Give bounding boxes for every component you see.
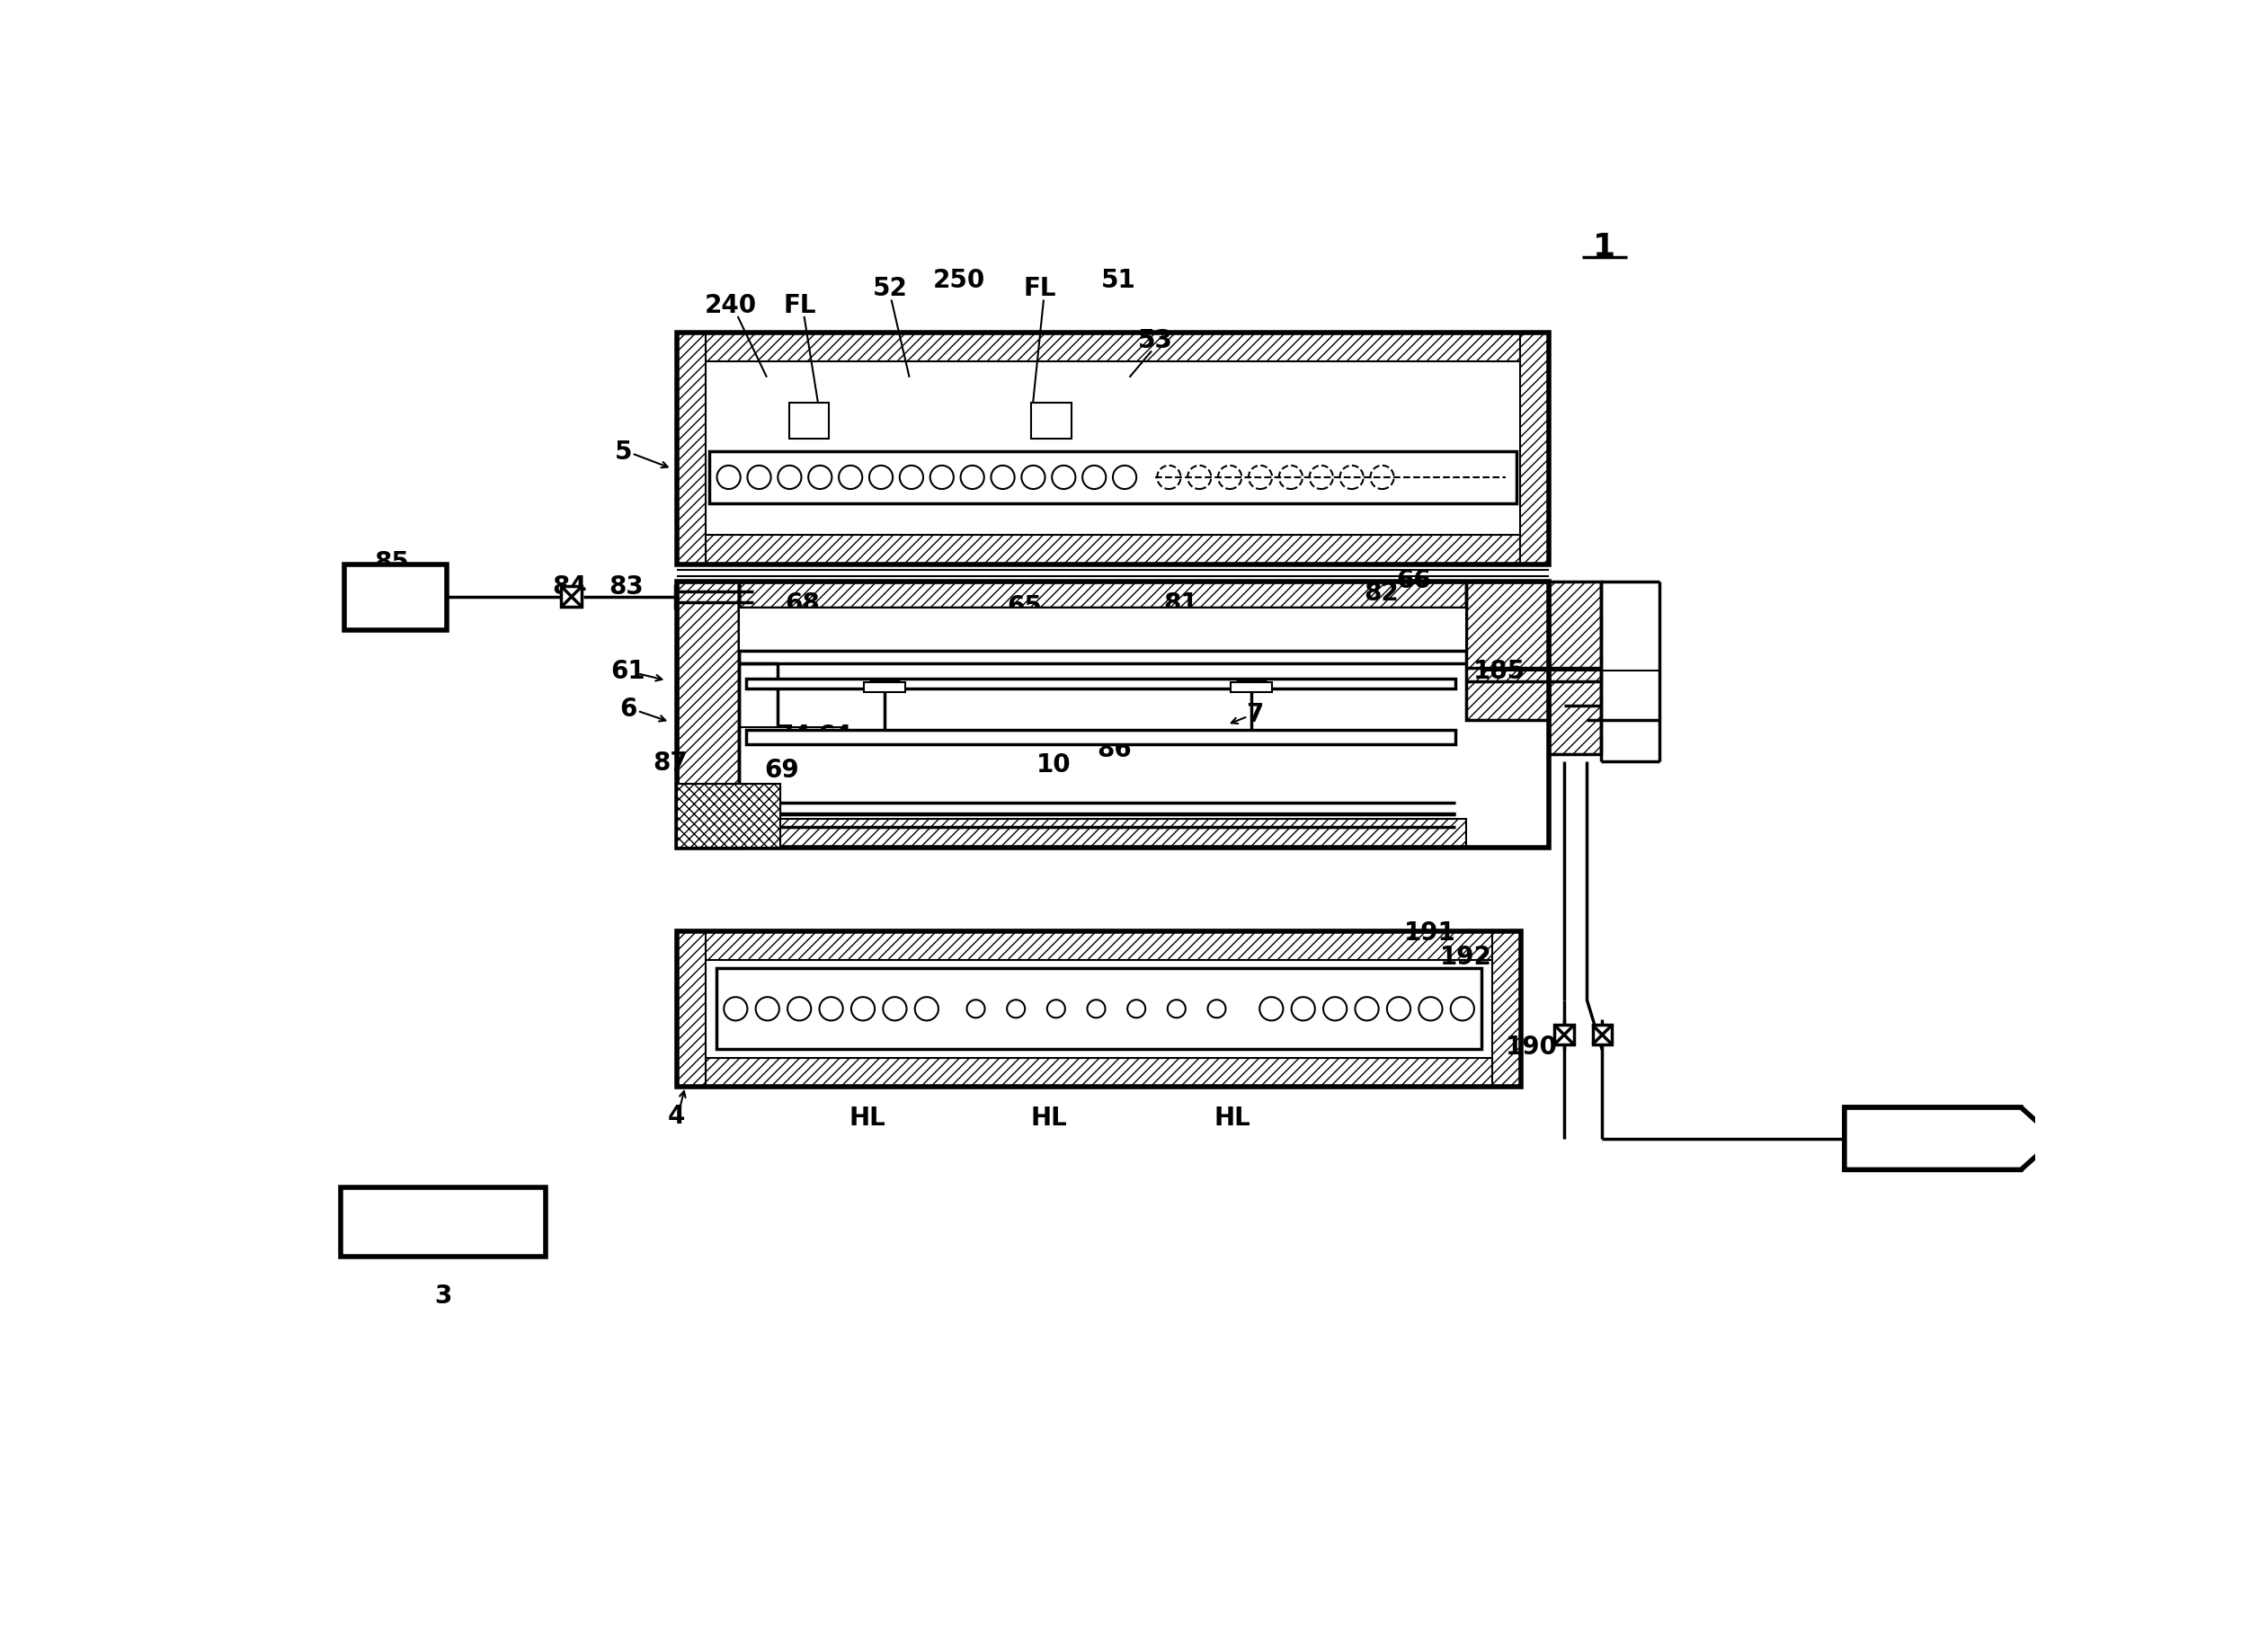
Text: 190: 190 — [1506, 1034, 1558, 1060]
Text: 185: 185 — [1472, 659, 1524, 684]
Bar — [676, 582, 739, 848]
Bar — [864, 682, 905, 692]
Text: EXHAUST: EXHAUST — [1867, 1126, 1998, 1151]
Text: 4: 4 — [669, 1103, 685, 1129]
Text: 63: 63 — [878, 608, 912, 633]
Bar — [676, 534, 1549, 564]
Text: 240: 240 — [705, 293, 758, 319]
Bar — [676, 931, 1522, 960]
Text: FL: FL — [1023, 276, 1057, 301]
Text: W: W — [1082, 628, 1109, 653]
Bar — [789, 403, 830, 439]
Text: 61: 61 — [610, 659, 646, 684]
Text: 89: 89 — [1379, 1006, 1413, 1032]
Text: 85: 85 — [374, 551, 408, 575]
Bar — [1844, 1108, 2021, 1169]
Bar — [676, 931, 1522, 1087]
Text: 51: 51 — [1100, 268, 1136, 293]
Text: HL: HL — [848, 1105, 885, 1131]
Bar — [676, 784, 780, 848]
Text: 64: 64 — [816, 723, 853, 748]
Text: 66: 66 — [1397, 569, 1431, 593]
Bar — [717, 968, 1481, 1049]
Bar — [676, 582, 1549, 848]
Text: N₂: N₂ — [379, 584, 413, 610]
Text: 5: 5 — [615, 439, 633, 465]
Bar — [340, 1187, 544, 1256]
Text: 1: 1 — [1592, 232, 1615, 263]
Bar — [345, 564, 447, 630]
Text: 140: 140 — [755, 616, 807, 643]
Text: 3: 3 — [433, 1284, 451, 1309]
Text: FL: FL — [782, 293, 816, 319]
Bar — [676, 784, 780, 848]
Text: 250: 250 — [932, 268, 984, 293]
Bar — [676, 931, 705, 1087]
Bar — [710, 452, 1517, 503]
Bar — [746, 730, 1456, 745]
Text: 84: 84 — [551, 574, 587, 600]
Text: 6: 6 — [619, 697, 637, 722]
Text: 62: 62 — [810, 628, 846, 653]
Text: 88: 88 — [1379, 980, 1413, 1004]
Text: 83: 83 — [608, 574, 644, 600]
Text: 10: 10 — [1036, 753, 1070, 778]
Bar — [676, 332, 705, 564]
Bar — [1232, 682, 1272, 692]
Bar — [739, 582, 1549, 608]
Bar — [676, 819, 1465, 848]
Bar — [739, 582, 1465, 608]
Text: 69: 69 — [764, 758, 798, 783]
Text: 53: 53 — [1139, 327, 1173, 353]
Bar — [676, 1057, 1522, 1087]
Bar — [1592, 1026, 1613, 1044]
Text: 7: 7 — [1245, 702, 1263, 728]
Text: 150: 150 — [1098, 616, 1150, 643]
Bar — [1032, 403, 1070, 439]
Text: 82: 82 — [1363, 580, 1399, 605]
Bar — [1465, 582, 1549, 720]
Text: 74: 74 — [776, 723, 810, 748]
Bar — [739, 608, 1465, 651]
Bar — [676, 332, 1549, 362]
Bar — [1465, 582, 1549, 720]
Bar — [676, 332, 1549, 564]
Text: HL: HL — [1032, 1105, 1068, 1131]
Text: 65: 65 — [1007, 595, 1041, 620]
Text: CONTROLLER: CONTROLLER — [354, 1210, 531, 1233]
Text: 191: 191 — [1404, 921, 1456, 945]
Bar — [746, 679, 1456, 689]
Bar — [1549, 582, 1601, 755]
Text: 86: 86 — [1098, 737, 1132, 763]
Text: 192: 192 — [1440, 945, 1492, 970]
Bar — [676, 582, 739, 848]
Text: HL: HL — [1213, 1105, 1250, 1131]
Bar — [560, 587, 583, 607]
Bar — [1549, 582, 1601, 755]
Bar — [1554, 1026, 1574, 1044]
Text: 52: 52 — [873, 276, 907, 301]
Text: 68: 68 — [785, 592, 821, 616]
Bar — [1492, 931, 1522, 1087]
Text: 87: 87 — [653, 751, 687, 776]
Text: 81: 81 — [1163, 592, 1198, 616]
Polygon shape — [1844, 1108, 2055, 1169]
Bar — [1520, 332, 1549, 564]
